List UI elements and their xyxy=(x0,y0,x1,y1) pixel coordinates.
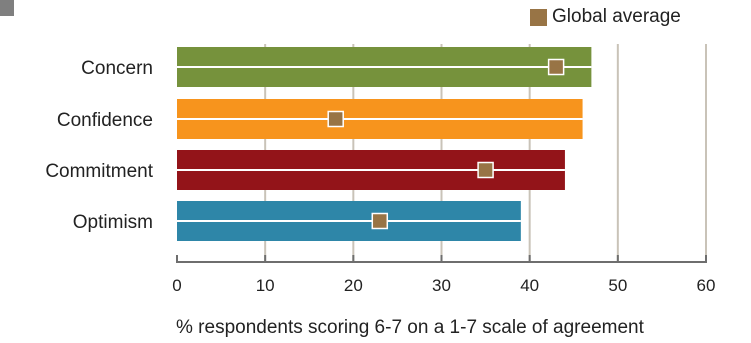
x-tick-label-60: 60 xyxy=(697,276,716,295)
marker-global-average-concern xyxy=(547,58,565,76)
marker-global-average-confidence xyxy=(327,110,344,128)
corner-mark xyxy=(0,0,14,16)
category-label-concern: Concern xyxy=(81,58,153,79)
marker-global-average-optimism xyxy=(371,212,389,230)
x-tick-label-30: 30 xyxy=(432,276,451,295)
category-label-commitment: Commitment xyxy=(45,161,153,182)
category-label-confidence: Confidence xyxy=(57,110,153,131)
marker-global-average-commitment xyxy=(477,161,494,179)
x-tick-label-40: 40 xyxy=(520,276,539,295)
x-tick-label-20: 20 xyxy=(344,276,363,295)
legend-swatch-global-average xyxy=(530,8,547,26)
x-tick-label-50: 50 xyxy=(608,276,627,295)
x-tick-label-10: 10 xyxy=(256,276,275,295)
category-label-optimism: Optimism xyxy=(73,212,153,233)
legend: Global average xyxy=(530,6,681,28)
x-axis-label: % respondents scoring 6-7 on a 1-7 scale… xyxy=(176,317,644,338)
x-tick-label-0: 0 xyxy=(172,276,181,295)
legend-label-global-average: Global average xyxy=(552,6,681,27)
